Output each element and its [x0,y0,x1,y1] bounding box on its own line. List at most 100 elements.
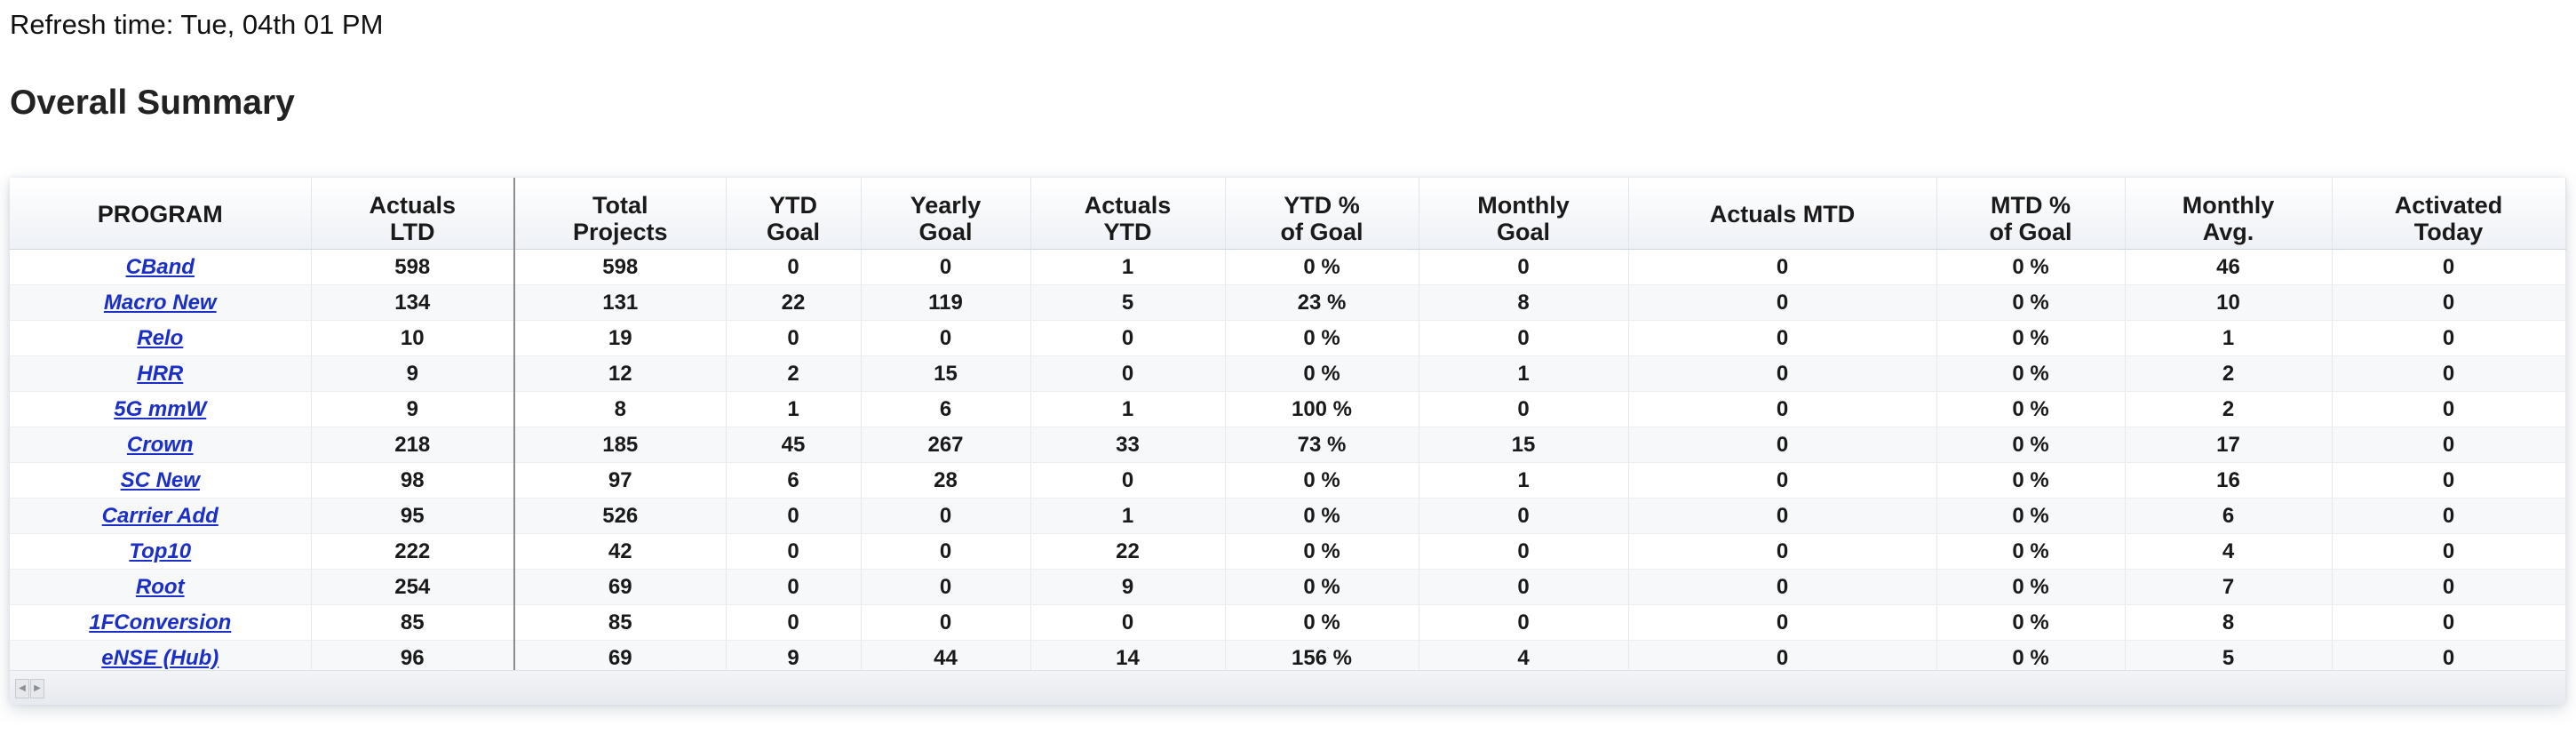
table-cell: 0 [726,249,862,285]
scroll-left-icon[interactable]: ◀ [15,679,29,698]
table-cell: 0 [2332,427,2566,463]
program-link[interactable]: Macro New [103,290,217,315]
table-cell: 6 [2125,498,2333,534]
table-cell: 22 [726,284,862,321]
column-header-label: Total [592,192,648,219]
program-link[interactable]: Relo [137,325,184,350]
table-cell: 98 [311,462,515,499]
table-cell: 119 [861,284,1031,321]
table-cell: 0 [1628,355,1937,392]
column-header-label: of Goal [1280,219,1364,245]
column-header-label: Activated [2394,192,2503,219]
table-cell: 0 % [1225,355,1419,392]
program-link[interactable]: Top10 [129,539,192,563]
table-cell: 100 % [1225,391,1419,427]
table-cell: 95 [311,498,515,534]
table-row: Root 254 69 0 0 9 0 % 0 0 0 % 7 0 [10,569,2566,605]
table-row: Top10 222 42 0 0 22 0 % 0 0 0 % 4 0 [10,533,2566,570]
table-cell: 0 [1030,604,1226,641]
table-cell: 0 [1628,320,1937,356]
column-header-label: Goal [918,219,973,245]
program-link[interactable]: Carrier Add [101,503,219,528]
table-cell: 598 [311,249,515,285]
table-cell: 0 % [1225,462,1419,499]
program-link[interactable]: Root [135,574,185,599]
table-cell: 0 [1030,462,1226,499]
table-row: CBand 598 598 0 0 1 0 % 0 0 0 % 46 0 [10,249,2566,285]
table-cell: 45 [726,427,862,463]
table-cell: 0 [1628,462,1937,499]
table-cell: 2 [2125,391,2333,427]
table-row: SC New 98 97 6 28 0 0 % 1 0 0 % 16 0 [10,462,2566,499]
column-header-label: of Goal [1989,219,2072,245]
table-cell: 5 [1030,284,1226,321]
column-header-actuals-ytd[interactable]: Actuals YTD [1030,178,1226,250]
page-title: Overall Summary [10,84,295,122]
column-header-label: YTD % [1284,192,1360,219]
column-header-monthly-goal[interactable]: Monthly Goal [1419,178,1629,250]
cell-program: Crown [10,427,312,463]
program-link[interactable]: 5G mmW [114,396,207,421]
column-header-label: YTD [769,192,817,219]
column-header-mtd-pct[interactable]: MTD % of Goal [1936,178,2126,250]
table-cell: 0 [1628,249,1937,285]
table-cell: 0 [726,604,862,641]
column-header-actuals-ltd[interactable]: Actuals LTD [311,178,515,250]
program-link[interactable]: Crown [126,432,194,457]
table-cell: 0 % [1225,604,1419,641]
table-cell: 0 [1628,391,1937,427]
table-cell: 0 [726,498,862,534]
table-cell: 0 [1628,498,1937,534]
column-header-actuals-mtd[interactable]: Actuals MTD [1628,178,1937,250]
table-cell: 0 [2332,533,2566,570]
horizontal-scrollbar[interactable]: ◀ ▶ [10,670,2565,705]
table-row: Relo 10 19 0 0 0 0 % 0 0 0 % 1 0 [10,320,2566,356]
column-header-monthly-avg[interactable]: Monthly Avg. [2125,178,2333,250]
table-cell: 0 [861,498,1031,534]
column-header-ytd-goal[interactable]: YTD Goal [726,178,862,250]
program-link[interactable]: CBand [125,254,195,279]
column-header-label: MTD % [1991,192,2071,219]
table-cell: 0 [1419,320,1629,356]
table-cell: 0 % [1936,604,2126,641]
column-header-yearly-goal[interactable]: Yearly Goal [861,178,1031,250]
table-cell: 0 % [1936,427,2126,463]
table-cell: 0 [1628,604,1937,641]
column-header-ytd-pct[interactable]: YTD % of Goal [1225,178,1419,250]
column-header-program[interactable]: PROGRAM [10,178,312,250]
column-header-label: Yearly [910,192,982,219]
table-cell: 15 [1419,427,1629,463]
table-row: Macro New 134 131 22 119 5 23 % 8 0 0 % 10 0 [10,284,2566,321]
program-link[interactable]: SC New [120,467,200,492]
table-cell: 42 [514,533,727,570]
program-link[interactable]: HRR [137,361,184,386]
header-row: PROGRAM Actuals LTD Total Projects YTD Goal… [10,178,2566,250]
table-cell: 0 [861,249,1031,285]
table-cell: 4 [2125,533,2333,570]
table-cell: 526 [514,498,727,534]
table-cell: 0 % [1936,569,2126,605]
cell-program: SC New [10,462,312,499]
table-cell: 1 [2125,320,2333,356]
cell-program: Macro New [10,284,312,321]
table-cell: 10 [2125,284,2333,321]
table-cell: 0 % [1225,533,1419,570]
column-header-label: Avg. [2202,219,2254,245]
column-header-activated-today[interactable]: Activated Today [2332,178,2566,250]
table-cell: 85 [311,604,515,641]
table-cell: 33 [1030,427,1226,463]
program-link[interactable]: 1FConversion [89,610,232,634]
table-cell: 131 [514,284,727,321]
table-cell: 1 [1030,498,1226,534]
table-cell: 0 [861,533,1031,570]
table-cell: 0 % [1936,249,2126,285]
column-header-label: PROGRAM [97,201,223,227]
cell-program: Relo [10,320,312,356]
table-cell: 4 [1419,640,1629,676]
program-link[interactable]: eNSE (Hub) [101,645,219,670]
table-cell: 15 [861,355,1031,392]
column-header-total-projects[interactable]: Total Projects [514,178,727,250]
table-cell: 0 [2332,284,2566,321]
scroll-right-icon[interactable]: ▶ [30,679,44,698]
table-cell: 0 % [1225,320,1419,356]
